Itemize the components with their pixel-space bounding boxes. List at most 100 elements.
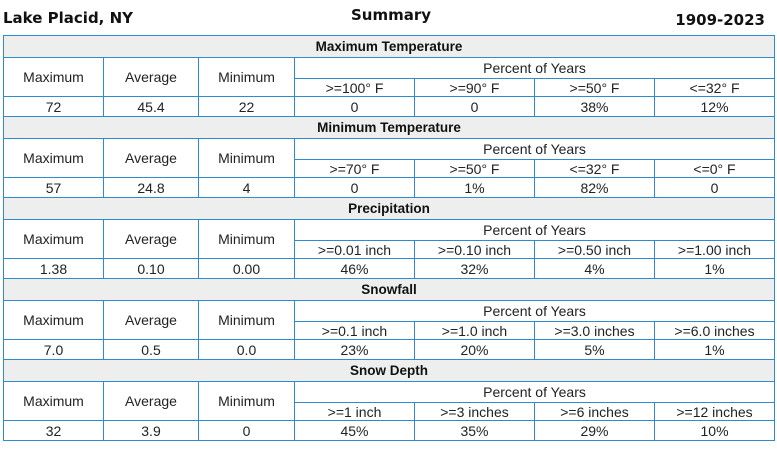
section-title: Minimum Temperature [2, 116, 776, 139]
maximum-temperature-column-header-row: Maximum Average Minimum Percent of Years [3, 57, 776, 97]
precipitation-section-header: Precipitation [2, 197, 776, 220]
percent-value: 82% [534, 177, 655, 198]
snow-depth-section-header: Snow Depth [2, 359, 776, 382]
average-header: Average [103, 381, 199, 421]
percent-value: 1% [653, 339, 776, 360]
percent-value: 1% [414, 177, 535, 198]
threshold-header: >=50° F [414, 159, 535, 178]
page-title: Summary [351, 6, 432, 24]
percent-of-years-header: Percent of Years [293, 219, 776, 241]
minimum-temperature-section-header: Minimum Temperature [2, 116, 776, 139]
maximum-temperature-section-header: Maximum Temperature [2, 35, 776, 58]
percent-value: 5% [534, 339, 655, 360]
maximum-header: Maximum [3, 57, 104, 97]
minimum-header: Minimum [198, 219, 295, 259]
percent-value: 12% [653, 96, 776, 117]
minimum-header: Minimum [198, 300, 295, 340]
threshold-header: >=3.0 inches [534, 321, 655, 340]
average-header: Average [103, 57, 199, 97]
minimum-value: 22 [198, 96, 295, 117]
maximum-value: 57 [3, 177, 104, 198]
maximum-value: 7.0 [3, 339, 104, 360]
year-range: 1909-2023 [675, 11, 765, 29]
section-title: Snowfall [2, 278, 776, 301]
percent-value: 45% [294, 420, 415, 441]
precipitation-values-row: 1.38 0.10 0.00 46% 32% 4% 1% [3, 258, 776, 279]
maximum-header: Maximum [3, 300, 104, 340]
average-value: 0.5 [103, 339, 199, 360]
snowfall-column-header-row: Maximum Average Minimum Percent of Years [3, 300, 776, 340]
percent-value: 0 [294, 96, 415, 117]
percent-of-years-header: Percent of Years [293, 381, 776, 403]
threshold-header: >=0.01 inch [294, 240, 415, 259]
minimum-header: Minimum [198, 138, 295, 178]
maximum-header: Maximum [3, 381, 104, 421]
location-title: Lake Placid, NY [3, 9, 134, 27]
percent-value: 0 [414, 96, 535, 117]
snowfall-section-header: Snowfall [2, 278, 776, 301]
average-value: 24.8 [103, 177, 199, 198]
threshold-header: >=6.0 inches [653, 321, 776, 340]
snowfall-threshold-row: >=0.1 inch >=1.0 inch >=3.0 inches >=6.0 in… [4, 321, 776, 340]
threshold-header: <=32° F [534, 159, 655, 178]
maximum-temperature-values-row: 72 45.4 22 0 0 38% 12% [3, 96, 776, 117]
average-header: Average [103, 219, 199, 259]
page-header: Lake Placid, NY Summary 1909-2023 [0, 0, 777, 34]
percent-of-years-header: Percent of Years [293, 138, 776, 160]
threshold-header: >=1 inch [294, 402, 415, 421]
average-header: Average [103, 138, 199, 178]
section-title: Maximum Temperature [2, 35, 776, 58]
snow-depth-threshold-row: >=1 inch >=3 inches >=6 inches >=12 inches [4, 402, 776, 421]
percent-value: 20% [414, 339, 535, 360]
percent-value: 23% [294, 339, 415, 360]
percent-value: 29% [534, 420, 655, 441]
maximum-value: 32 [3, 420, 104, 441]
threshold-header: <=32° F [653, 78, 776, 97]
average-header: Average [103, 300, 199, 340]
percent-value: 38% [534, 96, 655, 117]
threshold-header: >=0.50 inch [534, 240, 655, 259]
minimum-temperature-column-header-row: Maximum Average Minimum Percent of Years [3, 138, 776, 178]
average-value: 0.10 [103, 258, 199, 279]
percent-value: 0 [294, 177, 415, 198]
threshold-header: >=0.10 inch [414, 240, 535, 259]
snow-depth-values-row: 32 3.9 0 45% 35% 29% 10% [3, 420, 776, 441]
threshold-header: >=12 inches [653, 402, 776, 421]
threshold-header: >=0.1 inch [294, 321, 415, 340]
threshold-header: >=6 inches [534, 402, 655, 421]
average-value: 45.4 [103, 96, 199, 117]
percent-value: 32% [414, 258, 535, 279]
percent-value: 4% [534, 258, 655, 279]
summary-table: Maximum Temperature Maximum Average Minimum… [2, 35, 776, 441]
percent-of-years-header: Percent of Years [293, 300, 776, 322]
percent-value: 10% [653, 420, 776, 441]
percent-value: 46% [294, 258, 415, 279]
maximum-header: Maximum [3, 138, 104, 178]
section-title: Precipitation [2, 197, 776, 220]
minimum-temperature-values-row: 57 24.8 4 0 1% 82% 0 [3, 177, 776, 198]
threshold-header: >=100° F [294, 78, 415, 97]
maximum-header: Maximum [3, 219, 104, 259]
threshold-header: >=90° F [414, 78, 535, 97]
percent-value: 35% [414, 420, 535, 441]
precipitation-threshold-row: >=0.01 inch >=0.10 inch >=0.50 inch >=1.00 … [4, 240, 776, 259]
minimum-header: Minimum [198, 57, 295, 97]
precipitation-column-header-row: Maximum Average Minimum Percent of Years [3, 219, 776, 259]
minimum-value: 0 [198, 420, 295, 441]
threshold-header: >=50° F [534, 78, 655, 97]
average-value: 3.9 [103, 420, 199, 441]
minimum-value: 0.00 [198, 258, 295, 279]
minimum-value: 0.0 [198, 339, 295, 360]
threshold-header: >=1.0 inch [414, 321, 535, 340]
threshold-header: >=1.00 inch [653, 240, 776, 259]
percent-value: 1% [653, 258, 776, 279]
percent-of-years-header: Percent of Years [293, 57, 776, 79]
threshold-header: <=0° F [653, 159, 776, 178]
threshold-header: >=70° F [294, 159, 415, 178]
threshold-header: >=3 inches [414, 402, 535, 421]
maximum-value: 1.38 [3, 258, 104, 279]
minimum-header: Minimum [198, 381, 295, 421]
minimum-value: 4 [198, 177, 295, 198]
snow-depth-column-header-row: Maximum Average Minimum Percent of Years [3, 381, 776, 421]
snowfall-values-row: 7.0 0.5 0.0 23% 20% 5% 1% [3, 339, 776, 360]
